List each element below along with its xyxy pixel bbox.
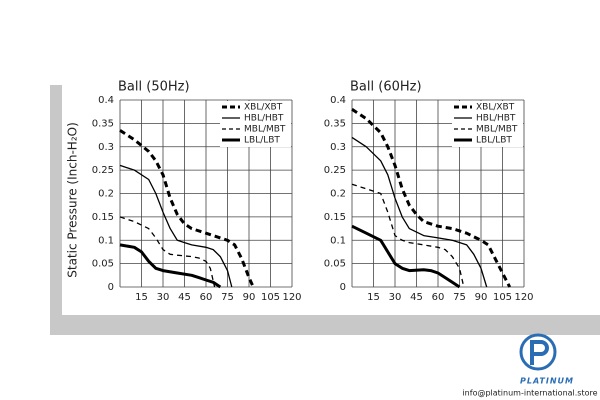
x-tick-label: 75 [453,292,466,303]
y-tick-label: 0.35 [324,118,346,129]
x-tick-label: 45 [410,292,423,303]
x-tick-label: 120 [514,292,533,303]
y-tick-label: 0.35 [92,118,114,129]
x-tick-label: 105 [261,292,280,303]
y-tick-label: 0.15 [92,212,114,223]
y-tick-label: 0.1 [330,235,346,246]
x-tick-label: 90 [475,292,488,303]
x-tick-label: 15 [367,292,380,303]
x-tick-label: 30 [157,292,170,303]
legend-label: LBL/LBT [244,136,280,146]
y-tick-label: 0 [108,282,114,293]
legend-label: LBL/LBT [476,136,512,146]
series-line [119,129,255,288]
y-tick-label: 0.3 [330,142,346,153]
y-tick-label: 0.4 [330,95,346,106]
gray-band-vertical [50,85,62,335]
y-tick-label: 0.2 [98,189,114,200]
gray-band-horizontal [50,315,600,335]
y-tick-label: 0.15 [324,212,346,223]
series-line [351,136,488,288]
series-line [351,108,512,288]
y-tick-label: 0.1 [98,235,114,246]
x-tick-label: 105 [493,292,512,303]
series-line [119,164,233,288]
logo-ring [519,333,557,371]
series-line [119,216,216,288]
email: info@platinum-international.store [462,389,597,398]
legend-label: MBL/MBT [476,125,518,135]
x-tick-label: 45 [178,292,191,303]
brand: PLATINUM [520,377,574,386]
y-tick-label: 0.3 [98,142,114,153]
legend-label: XBL/XBT [476,103,515,113]
series-line [351,224,461,289]
x-tick-label: 60 [432,292,445,303]
x-tick-label: 60 [200,292,213,303]
series-line [351,183,465,288]
x-tick-label: 120 [282,292,301,303]
chart-title: Ball (60Hz) [350,80,422,95]
y-axis-label: Static Pressure (Inch-H₂O) [66,122,80,278]
y-tick-label: 0.4 [98,95,114,106]
y-tick-label: 0.25 [92,165,114,176]
y-tick-label: 0.05 [324,259,346,270]
y-tick-label: 0.25 [324,165,346,176]
x-tick-label: 75 [221,292,234,303]
logo-letter [530,340,549,365]
x-tick-label: 30 [389,292,402,303]
x-tick-label: 15 [135,292,148,303]
y-tick-label: 0.05 [92,259,114,270]
legend-label: HBL/HBT [476,114,516,124]
y-tick-label: 0.2 [330,189,346,200]
legend-label: HBL/HBT [244,114,284,124]
legend-label: XBL/XBT [244,103,283,113]
x-tick-label: 90 [243,292,256,303]
y-tick-label: 0 [340,282,346,293]
logo [519,333,557,371]
chart-title: Ball (50Hz) [118,80,190,95]
legend-label: MBL/MBT [244,125,286,135]
series-line [119,243,222,289]
